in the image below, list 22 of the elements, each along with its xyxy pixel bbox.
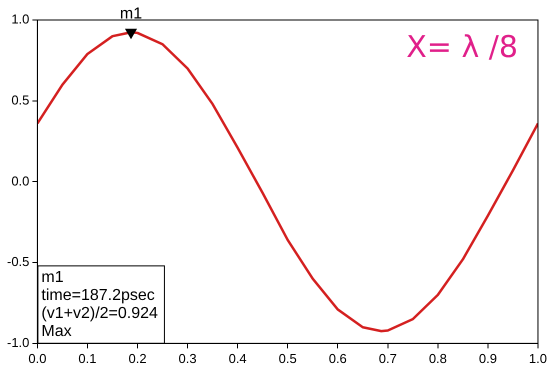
- x-tick-label: 0.6: [328, 350, 347, 366]
- x-tick-label: 0.0: [28, 350, 46, 366]
- annotation: time=187.2psec: [41, 286, 155, 304]
- y-tick-label: 0.5: [11, 92, 30, 108]
- annotation: m1: [41, 268, 64, 286]
- y-tick-label: -1.0: [6, 334, 30, 350]
- x-tick-label: 0.8: [428, 350, 447, 366]
- x-tick-label: 1.0: [528, 350, 548, 366]
- chart-title: X= λ /8: [406, 30, 518, 65]
- x-tick-label: 0.4: [228, 350, 247, 366]
- x-tick-label: 0.9: [478, 350, 497, 366]
- x-tick-label: 0.3: [178, 350, 197, 366]
- y-tick-label: -0.5: [6, 254, 30, 270]
- annotation: m1: [120, 6, 142, 23]
- x-tick-label: 0.2: [128, 350, 147, 366]
- annotation: Max: [41, 322, 72, 340]
- x-tick-label: 0.5: [278, 350, 297, 366]
- annotation: (v1+v2)/2=0.924: [41, 304, 158, 322]
- y-tick-label: 1.0: [11, 12, 30, 27]
- y-tick-label: 0.0: [11, 173, 30, 188]
- x-tick-label: 0.7: [378, 350, 397, 366]
- x-tick-label: 0.1: [78, 350, 96, 366]
